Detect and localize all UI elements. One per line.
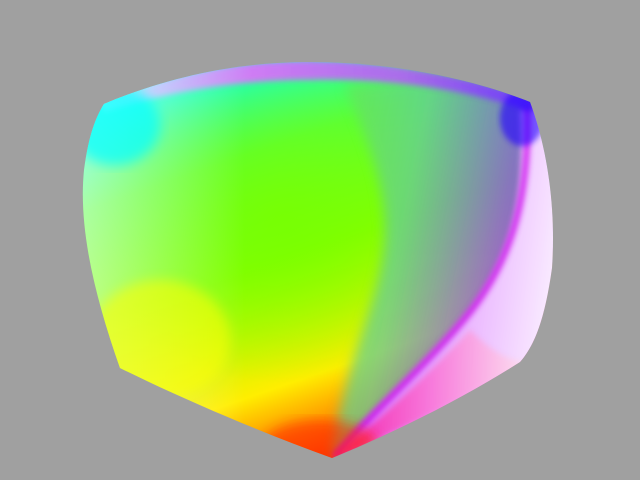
- color-cube-icon: [82, 62, 554, 458]
